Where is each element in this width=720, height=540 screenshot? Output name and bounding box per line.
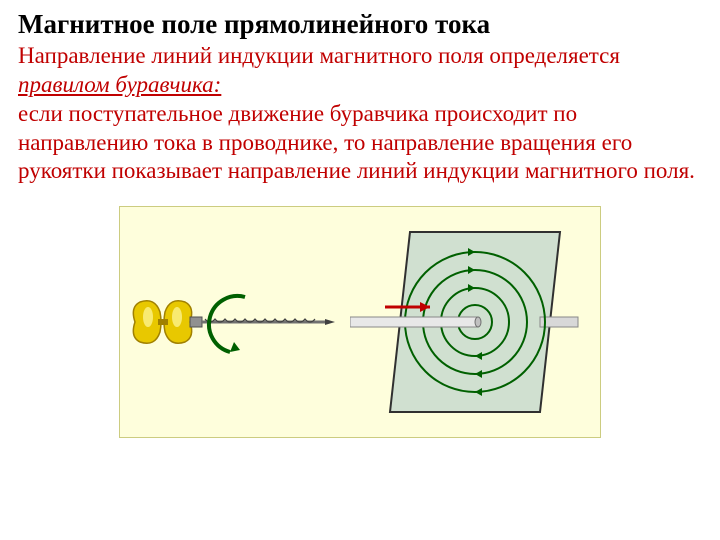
text-part-2: если поступательное движение буравчика п…: [18, 101, 695, 184]
physics-diagram: I: [119, 206, 601, 438]
page-title: Магнитное поле прямолинейного тока: [18, 8, 702, 40]
field-plane-icon: [350, 222, 580, 422]
text-part-1: Направление линий индукции магнитного по…: [18, 43, 620, 68]
gimlet-icon: [130, 292, 350, 382]
body-text: Направление линий индукции магнитного по…: [18, 42, 702, 186]
rule-name: правилом буравчика:: [18, 72, 221, 97]
